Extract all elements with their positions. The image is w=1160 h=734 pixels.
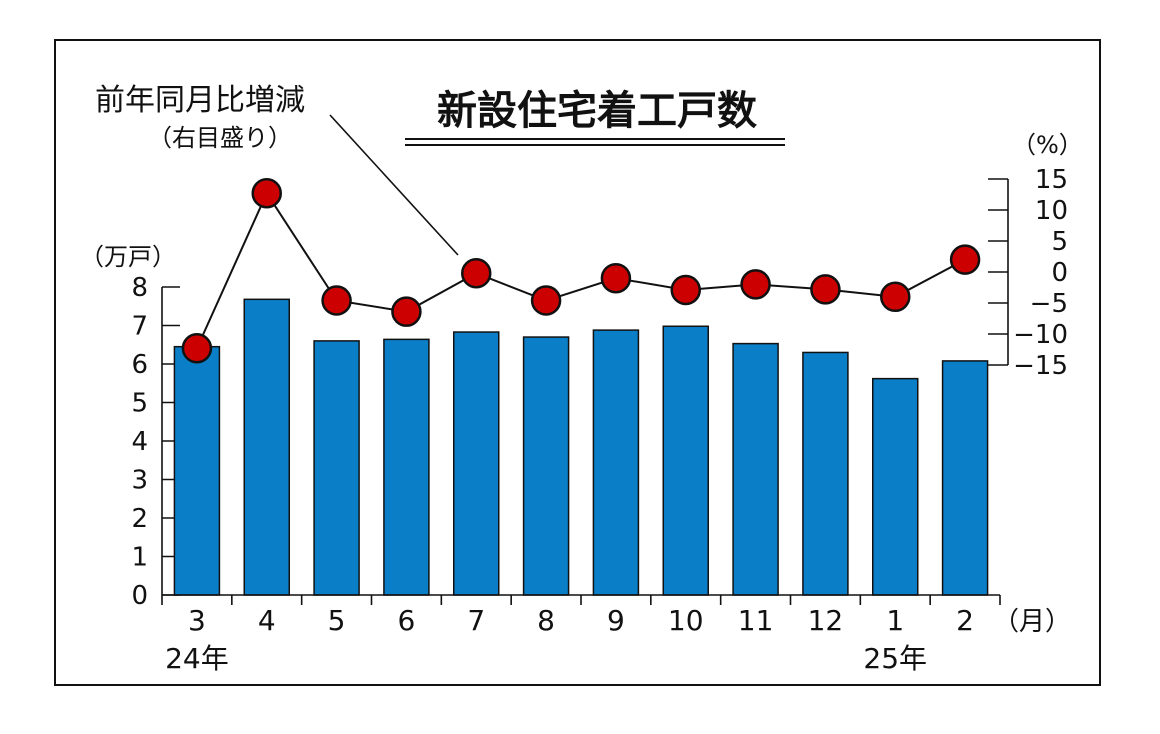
left-axis-tick-label: 8 (131, 273, 148, 303)
chart-frame (54, 39, 1101, 686)
line-series-note: （右目盛り） (148, 124, 292, 152)
chart-title: 新設住宅着工戸数 (437, 88, 757, 134)
left-axis-tick-label: 2 (131, 504, 148, 534)
x-axis-year-label: 24年 (165, 642, 229, 675)
right-axis-tick-label: 5 (1051, 227, 1068, 257)
x-axis-tick-label: 9 (607, 604, 625, 637)
bar (453, 331, 500, 596)
left-axis-tick-label: 0 (131, 581, 148, 611)
bar (522, 336, 570, 596)
left-axis-tick-label: 1 (131, 543, 148, 573)
right-axis-tick-label: −15 (1013, 351, 1068, 381)
bar (173, 345, 221, 596)
x-axis-tick-label: 7 (467, 604, 485, 637)
right-axis-tick-label: −10 (1013, 320, 1068, 350)
bar (662, 325, 709, 596)
x-axis-tick-label: 5 (328, 604, 346, 637)
right-axis-tick-label: −5 (1030, 289, 1068, 319)
left-axis-unit: （万戸） (80, 243, 176, 271)
right-axis-tick-label: 0 (1051, 258, 1068, 288)
x-axis-tick-label: 4 (258, 604, 276, 637)
bar (732, 342, 779, 596)
line-marker (181, 333, 213, 364)
line-marker (461, 257, 492, 289)
line-series-leader (329, 114, 459, 256)
bar (383, 338, 430, 596)
x-axis-tick-label: 12 (808, 604, 844, 637)
bar (941, 360, 989, 596)
bar (243, 298, 290, 596)
bar (592, 329, 640, 596)
x-axis-tick-label: 2 (956, 604, 974, 637)
right-axis-tick-label: 15 (1035, 165, 1068, 195)
bar-series (173, 298, 989, 596)
x-axis-tick-label: 3 (188, 604, 206, 637)
line-marker (740, 269, 771, 300)
line-marker (670, 274, 701, 306)
x-axis-tick-label: 6 (398, 604, 416, 637)
x-axis-tick-label: 8 (537, 604, 555, 637)
line-series (181, 178, 981, 364)
left-axis-tick-label: 5 (131, 389, 148, 419)
line-marker (880, 281, 911, 313)
x-axis-tick-label: 11 (738, 604, 774, 637)
bar (313, 340, 360, 596)
left-axis-tick-label: 3 (131, 466, 148, 496)
left-axis-tick-label: 4 (131, 427, 148, 457)
line-marker (949, 244, 981, 275)
left-axis: 0 1 2 3 4 5 6 7 8 (131, 273, 180, 611)
line-marker (321, 285, 352, 316)
line-marker (600, 262, 632, 294)
x-axis-unit: （月） (993, 607, 1071, 637)
right-axis-unit: （%） (1012, 131, 1083, 159)
x-axis-year-label: 25年 (863, 642, 927, 675)
left-axis-tick-label: 7 (131, 312, 148, 342)
line-series-name: 前年同月比増減 (95, 83, 305, 118)
bar (872, 377, 919, 596)
left-axis-tick-label: 6 (131, 350, 148, 380)
line-marker (530, 285, 562, 316)
x-axis-tick-label: 10 (668, 604, 704, 637)
line-marker (810, 274, 841, 305)
line-marker (391, 296, 422, 327)
line-marker (251, 178, 282, 209)
x-axis-tick-label: 1 (886, 604, 904, 637)
bar (802, 351, 849, 596)
right-axis-tick-label: 10 (1035, 196, 1068, 226)
